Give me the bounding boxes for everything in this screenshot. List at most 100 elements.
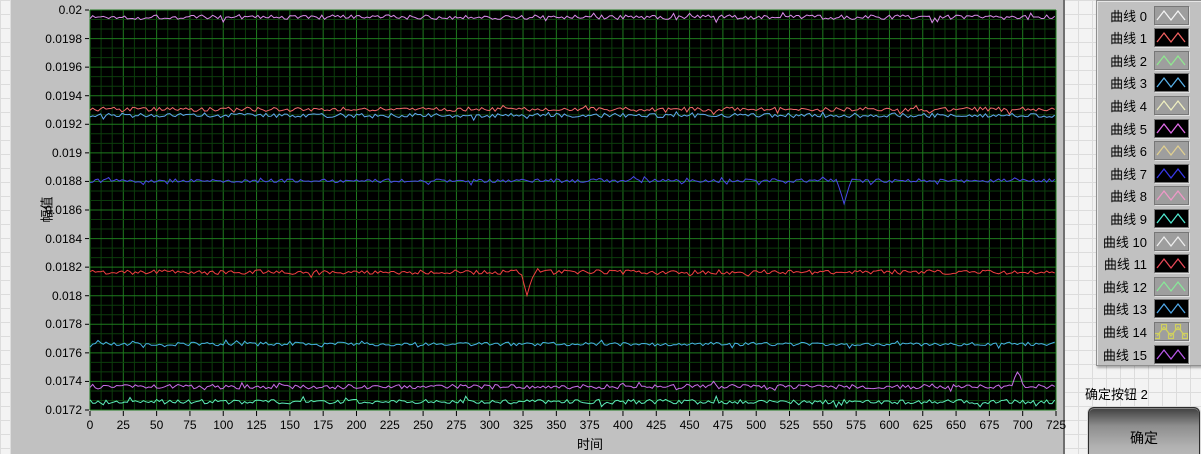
legend-swatch-9[interactable] (1154, 208, 1189, 228)
plot-legend: 曲线 0 曲线 1 曲线 2 曲线 3 曲线 4 曲线 5 曲线 6 曲线 7 曲线 8 曲线 9… (1096, 0, 1201, 366)
x-tick-label: 250 (413, 418, 434, 432)
legend-marker-square (1181, 332, 1188, 339)
legend-line-sample (1156, 258, 1186, 270)
chart-trace-h (89, 394, 1056, 409)
legend-line-sample (1156, 99, 1186, 111)
chart-trace-g (89, 371, 1055, 393)
y-tick-label: 0.0198 (45, 31, 82, 46)
x-tick-label: 125 (246, 418, 267, 432)
legend-line-sample (1156, 190, 1186, 202)
y-tick-label: 0.0192 (45, 117, 82, 132)
legend-marker-square (1160, 323, 1168, 330)
x-tick-label: 400 (612, 418, 633, 432)
x-tick-label: 25 (116, 418, 130, 432)
legend-item-1[interactable]: 曲线 1 (1097, 27, 1201, 49)
x-tick-label: 550 (812, 418, 833, 432)
chart-trace-a (89, 11, 1056, 24)
legend-label: 曲线 7 (1110, 166, 1147, 182)
x-tick-label: 200 (346, 418, 367, 432)
y-tick-label: 0.02 (58, 3, 82, 17)
x-tick-label: 675 (979, 418, 1000, 432)
plot-area[interactable] (10, 0, 1063, 454)
y-tick-label: 0.019 (51, 145, 82, 160)
legend-item-5[interactable]: 曲线 5 (1097, 117, 1201, 139)
legend-swatch-6[interactable] (1154, 141, 1189, 161)
legend-label: 曲线 1 (1110, 31, 1147, 47)
legend-line-sample (1156, 145, 1186, 157)
legend-swatch-12[interactable] (1154, 276, 1189, 296)
legend-item-15[interactable]: 曲线 15 (1097, 343, 1201, 365)
legend-label: 曲线 2 (1110, 53, 1147, 69)
x-tick-label: 300 (479, 418, 500, 432)
legend-item-14[interactable]: 曲线 14 (1097, 320, 1201, 342)
y-tick-label: 0.0176 (45, 345, 82, 360)
x-tick-label: 500 (746, 418, 767, 432)
chart-trace-f (89, 339, 1055, 350)
x-tick-label: 625 (912, 418, 933, 432)
legend-swatch-4[interactable] (1154, 95, 1189, 115)
legend-swatch-13[interactable] (1154, 299, 1189, 319)
legend-item-4[interactable]: 曲线 4 (1097, 94, 1201, 116)
legend-item-8[interactable]: 曲线 8 (1097, 185, 1201, 207)
legend-item-10[interactable]: 曲线 10 (1097, 230, 1201, 252)
x-tick-label: 450 (679, 418, 700, 432)
y-tick-label: 0.0174 (45, 374, 82, 389)
y-tick-label: 0.0188 (45, 174, 82, 189)
legend-marker-square (1174, 323, 1182, 330)
legend-item-3[interactable]: 曲线 3 (1097, 72, 1201, 94)
x-tick-label: 475 (712, 418, 733, 432)
legend-item-0[interactable]: 曲线 0 (1097, 4, 1201, 26)
legend-item-13[interactable]: 曲线 13 (1097, 298, 1201, 320)
legend-line-sample (1156, 348, 1186, 360)
legend-line-sample (1156, 9, 1186, 21)
ok-button[interactable]: 确定 (1088, 407, 1200, 454)
y-tick-label: 0.0182 (45, 260, 82, 275)
legend-line-sample (1156, 32, 1186, 44)
y-tick-label: 0.018 (51, 288, 82, 303)
legend-swatch-7[interactable] (1154, 163, 1189, 183)
legend-label: 曲线 15 (1102, 347, 1147, 363)
x-tick-label: 100 (213, 418, 234, 432)
legend-label: 曲线 14 (1102, 324, 1147, 340)
legend-line-sample (1156, 303, 1186, 315)
legend-swatch-3[interactable] (1154, 73, 1189, 93)
legend-item-11[interactable]: 曲线 11 (1097, 253, 1201, 275)
legend-swatch-11[interactable] (1154, 254, 1189, 274)
chart-trace-c (89, 110, 1056, 122)
legend-swatch-0[interactable] (1154, 5, 1189, 25)
legend-swatch-14[interactable] (1154, 321, 1189, 341)
x-tick-label: 275 (446, 418, 467, 432)
legend-swatch-15[interactable] (1154, 344, 1189, 364)
legend-item-6[interactable]: 曲线 6 (1097, 140, 1201, 162)
legend-swatch-5[interactable] (1154, 118, 1189, 138)
x-tick-label: 700 (1012, 418, 1033, 432)
legend-item-2[interactable]: 曲线 2 (1097, 49, 1201, 71)
legend-label: 曲线 11 (1103, 257, 1147, 273)
x-tick-label: 0 (86, 418, 94, 432)
x-tick-label: 575 (846, 418, 867, 432)
legend-label: 曲线 6 (1110, 144, 1147, 160)
legend-line-sample (1156, 77, 1186, 89)
chart-trace-b (89, 104, 1055, 116)
legend-line-sample (1156, 122, 1186, 134)
legend-label: 曲线 5 (1110, 121, 1147, 137)
legend-label: 曲线 13 (1102, 302, 1147, 318)
legend-marker-square (1155, 332, 1161, 339)
ok-button-caption: 确定按钮 2 (1085, 387, 1148, 402)
legend-label: 曲线 3 (1110, 76, 1147, 92)
legend-swatch-10[interactable] (1154, 231, 1189, 251)
y-tick-label: 0.0184 (45, 231, 82, 246)
legend-line-sample (1156, 280, 1186, 292)
x-tick-label: 600 (879, 418, 900, 432)
x-tick-label: 525 (779, 418, 800, 432)
legend-swatch-1[interactable] (1154, 28, 1189, 48)
legend-line-sample (1156, 54, 1186, 66)
y-tick-label: 0.0186 (45, 203, 82, 217)
legend-label: 曲线 9 (1110, 211, 1147, 227)
legend-swatch-8[interactable] (1154, 186, 1189, 206)
legend-item-12[interactable]: 曲线 12 (1097, 275, 1201, 297)
legend-item-7[interactable]: 曲线 7 (1097, 162, 1201, 184)
legend-item-9[interactable]: 曲线 9 (1097, 207, 1201, 229)
legend-swatch-2[interactable] (1154, 50, 1189, 70)
x-tick-label: 175 (313, 418, 334, 432)
